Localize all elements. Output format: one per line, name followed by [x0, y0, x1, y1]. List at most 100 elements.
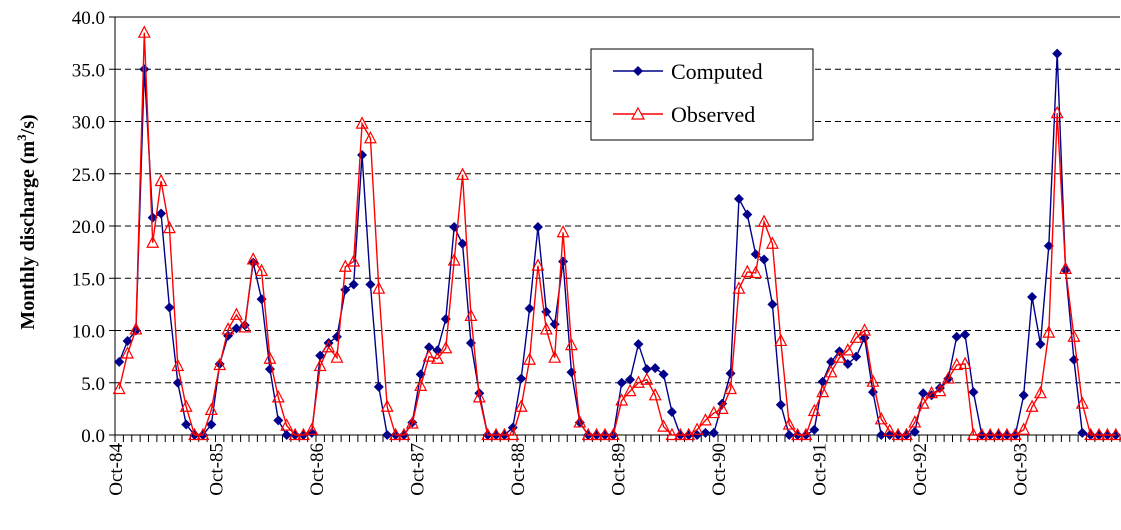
- point-observed-50: [531, 258, 545, 271]
- point-computed-112: [1052, 48, 1063, 59]
- point-observed-16: [246, 252, 260, 265]
- x-tick-label-5: Oct-89: [609, 443, 630, 496]
- point-observed-47: [506, 427, 520, 441]
- point-observed-75: [740, 264, 754, 278]
- legend-label-computed: Computed: [671, 59, 763, 84]
- point-observed-72: [715, 401, 729, 414]
- point-observed-94: [899, 427, 913, 441]
- point-computed-79: [775, 399, 786, 410]
- point-observed-63: [640, 372, 654, 385]
- point-observed-20: [280, 418, 294, 431]
- x-tick-label-0: Oct-84: [106, 443, 127, 496]
- point-observed-86: [832, 350, 846, 363]
- point-computed-48: [516, 373, 527, 384]
- point-computed-31: [373, 381, 384, 392]
- point-computed-110: [1035, 339, 1046, 350]
- point-observed-101: [958, 356, 972, 370]
- point-observed-111: [1042, 325, 1056, 338]
- point-computed-28: [348, 279, 359, 290]
- legend-marker-computed: [633, 66, 643, 76]
- point-observed-60: [615, 393, 629, 406]
- point-observed-96: [916, 396, 930, 409]
- point-observed-54: [564, 337, 578, 351]
- point-observed-113: [1059, 261, 1073, 274]
- point-computed-96: [918, 388, 929, 399]
- point-observed-8: [179, 399, 193, 412]
- point-computed-29: [357, 149, 368, 160]
- x-tick-label-4: Oct-88: [508, 443, 529, 496]
- point-observed-29: [355, 116, 369, 129]
- point-observed-99: [941, 371, 955, 384]
- point-computed-80: [784, 430, 795, 440]
- point-computed-71: [708, 427, 719, 438]
- point-computed-5: [156, 208, 167, 219]
- point-observed-76: [749, 265, 763, 279]
- point-observed-95: [908, 415, 922, 428]
- point-observed-5: [154, 173, 168, 187]
- point-observed-39: [439, 340, 453, 354]
- point-computed-88: [851, 351, 862, 362]
- point-computed-65: [658, 369, 669, 380]
- point-computed-102: [968, 387, 979, 398]
- legend-box: [590, 48, 814, 141]
- point-observed-87: [841, 343, 855, 356]
- point-observed-30: [363, 130, 377, 144]
- point-observed-34: [397, 427, 411, 441]
- y-tick-label-5: 25.0: [72, 165, 105, 186]
- x-tick-label-6: Oct-90: [709, 443, 730, 496]
- point-computed-70: [700, 427, 711, 438]
- point-observed-64: [648, 387, 662, 401]
- point-observed-28: [347, 254, 361, 267]
- point-computed-74: [733, 193, 744, 204]
- point-observed-36: [414, 378, 428, 391]
- point-computed-0: [114, 356, 125, 367]
- y-tick-label-8: 40.0: [72, 8, 105, 29]
- point-observed-41: [456, 167, 470, 180]
- point-observed-31: [372, 281, 386, 294]
- y-tick-label-0: 0.0: [81, 426, 105, 447]
- point-computed-75: [742, 209, 753, 220]
- point-observed-48: [514, 399, 528, 412]
- point-observed-114: [1067, 329, 1081, 342]
- point-observed-77: [757, 214, 771, 227]
- point-observed-84: [816, 384, 830, 398]
- point-computed-95: [909, 426, 920, 437]
- point-computed-100: [951, 331, 962, 342]
- point-computed-66: [666, 407, 677, 418]
- point-observed-51: [539, 322, 553, 335]
- point-observed-13: [221, 322, 235, 335]
- point-computed-64: [650, 363, 661, 374]
- point-observed-14: [229, 307, 243, 320]
- point-observed-93: [891, 427, 905, 441]
- point-observed-11: [204, 402, 218, 416]
- x-tick-label-2: Oct-86: [307, 443, 328, 496]
- y-tick-label-3: 15.0: [72, 269, 105, 290]
- point-observed-66: [665, 427, 679, 441]
- point-observed-18: [263, 351, 277, 364]
- point-observed-90: [866, 374, 880, 387]
- point-observed-117: [1092, 427, 1106, 441]
- point-computed-52: [549, 319, 560, 330]
- x-tick-label-8: Oct-92: [910, 443, 931, 496]
- point-observed-79: [774, 333, 788, 347]
- point-observed-119: [1109, 427, 1121, 441]
- point-computed-49: [524, 303, 535, 314]
- point-observed-1: [121, 346, 135, 359]
- point-observed-118: [1100, 427, 1114, 441]
- point-observed-10: [196, 427, 210, 441]
- point-computed-30: [365, 279, 376, 290]
- point-computed-23: [306, 427, 317, 438]
- point-computed-111: [1043, 240, 1054, 251]
- point-observed-40: [447, 253, 461, 266]
- point-observed-74: [732, 281, 746, 294]
- point-observed-43: [472, 390, 486, 403]
- point-observed-15: [238, 320, 252, 333]
- point-observed-92: [883, 423, 897, 436]
- x-tick-label-1: Oct-85: [207, 443, 228, 496]
- point-computed-85: [826, 356, 837, 367]
- point-observed-35: [405, 416, 419, 429]
- point-observed-108: [1017, 422, 1031, 435]
- point-observed-89: [858, 323, 872, 336]
- point-observed-59: [606, 427, 620, 441]
